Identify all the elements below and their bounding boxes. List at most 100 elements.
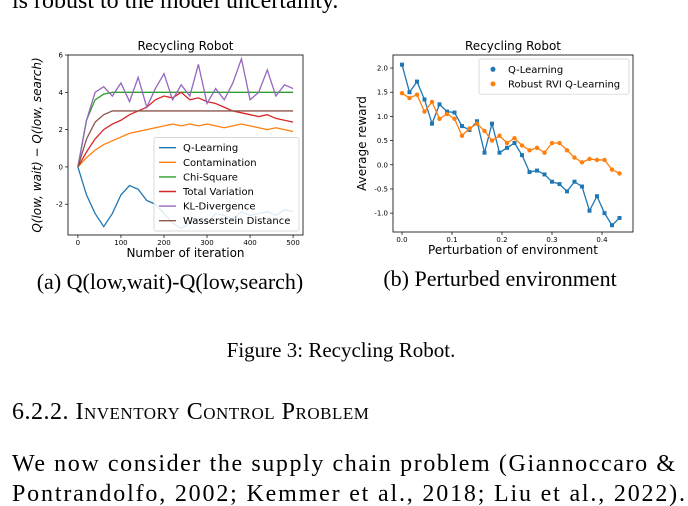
x-tick-label: 0.0 [396,236,407,244]
point [460,124,464,129]
series-line [77,123,294,168]
point [609,167,615,172]
point [505,145,509,150]
point [407,95,412,101]
series-line [401,64,620,227]
point [474,121,480,126]
point [475,119,479,124]
chart: Recycling Robot Perturbation of environme… [355,39,634,291]
point [595,194,599,199]
series-line [77,91,294,168]
point [400,62,404,67]
y-axis-label: Q(low, wait) − Q(low, search) [30,57,44,232]
y-tick-label: 2.0 [377,65,388,73]
body-text: is robust to the model uncertainty. [12,0,338,14]
point [399,91,405,96]
point [564,148,570,153]
point [490,121,494,126]
point [587,208,592,213]
point [550,179,554,184]
x-tick-label: 500 [286,239,299,247]
point [579,160,585,165]
x-tick-label: 0.3 [546,236,557,244]
point [467,126,472,131]
point [557,182,562,187]
point [437,102,442,107]
y-axis-label: Average reward [355,96,369,191]
plot-area [399,62,622,228]
point [580,184,584,189]
y-tick-label: 4 [59,89,64,97]
series-line [77,91,294,168]
point [542,172,547,177]
y-tick-label: 1.0 [377,113,388,121]
point [482,150,487,155]
x-tick-label: 0.4 [596,236,608,244]
x-tick-label: 100 [114,239,127,247]
point [414,92,420,97]
section-heading: 6.2.2. Inventory Control Problem [12,399,369,425]
point [430,121,434,126]
paragraph-line: We now consider the supply chain problem… [12,451,675,477]
point [422,97,427,102]
point [415,79,419,84]
axes-frame [392,54,634,233]
legend-swatch [490,81,496,87]
plot-area [77,56,294,230]
point [422,109,427,114]
legend-label: Total Variation [182,187,254,198]
y-tick-label: 0 [59,163,63,171]
point [594,157,600,163]
x-axis-label: Perturbation of environment [428,243,598,257]
point [519,143,525,148]
x-tick-label: 0.1 [446,236,457,244]
point [602,211,607,216]
point [572,179,577,184]
subfigure-caption: (b) Perturbed environment [383,266,616,291]
point [542,150,547,155]
point [504,140,510,146]
point [452,110,457,115]
legend-label: Q-Learning [183,143,238,154]
point [445,109,449,114]
point [520,153,524,158]
legend-box [478,58,630,95]
x-tick-label: 300 [200,239,213,247]
point [565,189,569,194]
point [535,168,539,173]
point [572,155,577,160]
point [497,133,502,138]
legend-label: Chi-Square [183,172,238,183]
point [429,99,435,105]
point [549,140,555,146]
x-tick-label: 200 [157,239,170,247]
point [444,111,450,117]
y-tick-label: -2 [56,201,63,209]
point [407,90,412,95]
y-tick-label: 0.0 [377,161,388,169]
chart-title: Recycling Robot [465,39,561,53]
legend-label: Contamination [183,158,257,169]
axes-frame [67,54,304,236]
legend-label: KL-Divergence [183,202,256,213]
y-tick-label: -1.0 [374,210,388,218]
x-tick-label: 0 [76,239,80,247]
point [617,171,622,176]
point [602,157,607,163]
y-tick-label: -0.5 [374,185,388,193]
legend-label: Wasserstein Distance [183,216,290,227]
legend-label: Robust RVI Q-Learning [508,79,620,90]
point [459,133,465,138]
point [534,145,540,151]
y-tick-label: 2 [59,126,63,134]
point [617,215,622,220]
y-tick-label: 1.5 [377,89,388,97]
point [482,128,487,134]
series-line [77,56,294,168]
point [610,223,614,228]
y-tick-label: 0.5 [377,137,388,145]
paragraph-line: Pontrandolfo, 2002; Kemmer et al., 2018;… [12,481,685,506]
legend-swatch [490,66,496,72]
